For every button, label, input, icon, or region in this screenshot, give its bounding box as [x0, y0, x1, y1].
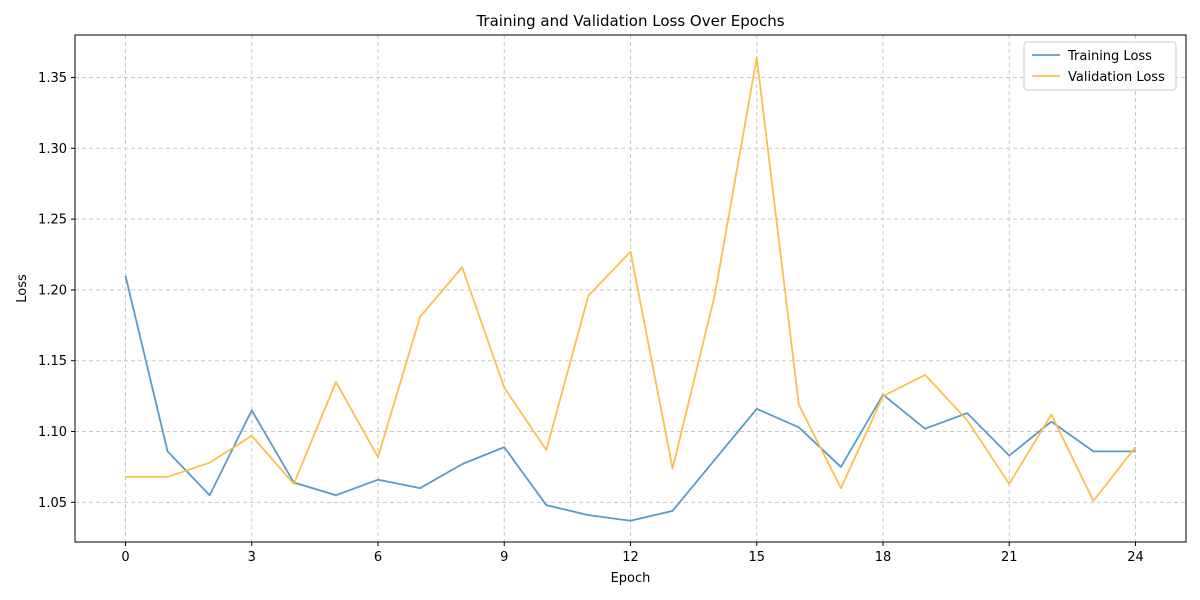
- data-point: [839, 486, 843, 490]
- data-point: [502, 385, 506, 389]
- x-tick-label: 18: [875, 550, 892, 565]
- data-point: [712, 293, 716, 297]
- data-point: [502, 445, 506, 449]
- y-tick-label: 1.20: [38, 283, 67, 298]
- data-point: [1007, 453, 1011, 457]
- data-point: [292, 482, 296, 486]
- y-tick-label: 1.25: [38, 213, 67, 228]
- data-point: [670, 466, 674, 470]
- y-tick-label: 1.35: [38, 71, 67, 86]
- data-point: [1007, 482, 1011, 486]
- data-point: [923, 373, 927, 377]
- series-lines: [123, 55, 1137, 523]
- x-axis-ticks: 0 3 6 9 12 15 18 21 24: [121, 542, 1144, 565]
- data-point: [628, 519, 632, 523]
- chart-title: Training and Validation Loss Over Epochs: [475, 12, 784, 30]
- data-point: [670, 509, 674, 513]
- x-tick-label: 9: [500, 550, 508, 565]
- data-point: [586, 293, 590, 297]
- data-point: [376, 477, 380, 481]
- series-line-validation-loss: [125, 56, 1137, 502]
- x-tick-label: 15: [748, 550, 765, 565]
- data-point: [334, 380, 338, 384]
- data-point: [628, 249, 632, 253]
- legend-label: Validation Loss: [1068, 70, 1165, 85]
- data-point: [418, 315, 422, 319]
- x-tick-label: 0: [121, 550, 129, 565]
- data-point: [460, 462, 464, 466]
- x-tick-label: 6: [374, 550, 382, 565]
- data-point: [165, 475, 169, 479]
- grid: [75, 35, 1186, 542]
- data-point: [250, 434, 254, 438]
- data-point: [1049, 419, 1053, 423]
- data-point: [1091, 499, 1095, 503]
- legend: Training Loss Validation Loss: [1023, 41, 1177, 91]
- data-point: [1049, 412, 1053, 416]
- y-tick-label: 1.30: [38, 142, 67, 157]
- data-point: [250, 408, 254, 412]
- data-point: [207, 460, 211, 464]
- x-tick-label: 21: [1001, 550, 1018, 565]
- data-point: [797, 425, 801, 429]
- data-point: [334, 493, 338, 497]
- data-point: [376, 455, 380, 459]
- data-point: [755, 407, 759, 411]
- data-point: [460, 265, 464, 269]
- data-point: [544, 448, 548, 452]
- data-point: [1091, 449, 1095, 453]
- data-point: [165, 449, 169, 453]
- data-point: [207, 493, 211, 497]
- data-point: [839, 465, 843, 469]
- data-point: [123, 274, 127, 278]
- legend-label: Training Loss: [1067, 49, 1152, 64]
- x-tick-label: 3: [248, 550, 256, 565]
- data-point: [965, 411, 969, 415]
- data-point: [544, 503, 548, 507]
- data-point: [881, 394, 885, 398]
- legend-box: [1023, 41, 1177, 91]
- data-point: [1133, 445, 1137, 449]
- y-tick-label: 1.10: [38, 425, 67, 440]
- data-point: [923, 427, 927, 431]
- data-point: [755, 55, 759, 59]
- data-point: [965, 418, 969, 422]
- y-tick-label: 1.05: [38, 496, 67, 511]
- y-axis-ticks: 1.05 1.10 1.15 1.20 1.25 1.30 1.35: [38, 71, 75, 511]
- data-point: [712, 458, 716, 462]
- data-point: [418, 486, 422, 490]
- y-tick-label: 1.15: [38, 354, 67, 369]
- x-tick-label: 12: [622, 550, 639, 565]
- data-point: [586, 513, 590, 517]
- data-point: [797, 402, 801, 406]
- data-point: [123, 475, 127, 479]
- x-axis-title: Epoch: [611, 571, 651, 586]
- x-tick-label: 24: [1127, 550, 1144, 565]
- y-axis-title: Loss: [15, 274, 30, 303]
